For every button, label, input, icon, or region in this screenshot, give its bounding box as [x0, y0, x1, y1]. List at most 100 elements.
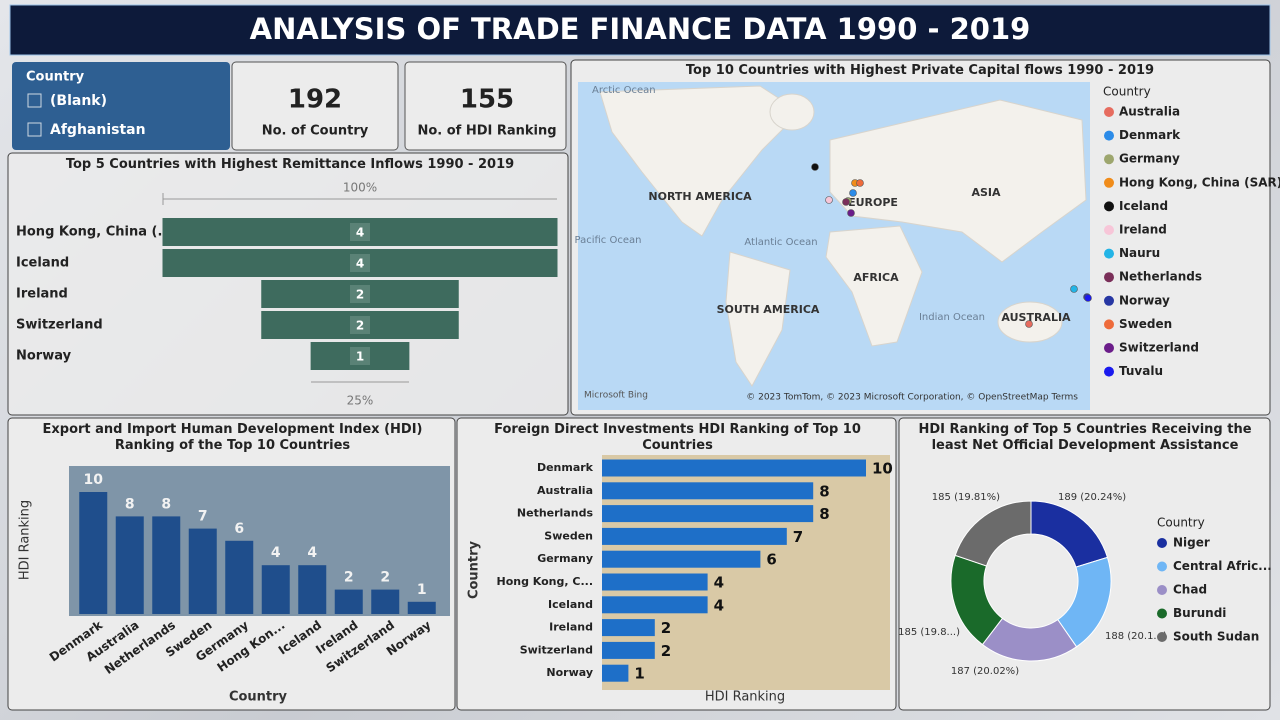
legend-label: Chad — [1173, 583, 1207, 597]
data-label: 4 — [714, 574, 724, 592]
y-tick-label: Switzerland — [520, 643, 593, 656]
legend-label: Norway — [1119, 293, 1170, 307]
funnel-bottom-label: 25% — [347, 394, 374, 408]
legend-label: Iceland — [1119, 199, 1168, 213]
legend-label: Niger — [1173, 536, 1210, 550]
data-label: 1 — [417, 582, 427, 598]
card-panel — [231, 61, 399, 151]
y-tick-label: Norway — [546, 666, 593, 679]
data-label-box — [350, 254, 370, 272]
legend-swatch — [1104, 201, 1114, 212]
chart-title: HDI Ranking of Top 5 Countries Receiving… — [918, 422, 1252, 453]
donut-slice — [954, 500, 1032, 567]
map-label: NORTH AMERICA — [648, 190, 752, 203]
bar — [602, 641, 655, 659]
map-point — [825, 196, 833, 204]
y-tick-label: Australia — [537, 484, 593, 497]
legend-swatch — [1157, 632, 1167, 642]
bar — [79, 492, 108, 614]
legend-swatch — [1104, 248, 1114, 259]
legend-swatch — [1104, 319, 1114, 330]
slicer-checkbox[interactable] — [27, 93, 42, 108]
data-label: 2 — [356, 319, 364, 333]
map-label: Arctic Ocean — [592, 85, 656, 96]
legend-label: Ireland — [1119, 223, 1167, 237]
card-value: 155 — [460, 85, 514, 115]
category-label: Iceland — [16, 256, 69, 271]
data-label: 8 — [161, 496, 171, 512]
bar — [602, 573, 708, 591]
bar — [602, 505, 814, 523]
data-label: 7 — [793, 528, 803, 546]
legend-swatch — [1104, 272, 1114, 283]
bar — [261, 565, 290, 614]
bar — [152, 516, 181, 614]
slicer-checkbox[interactable] — [27, 122, 42, 137]
data-label-box — [350, 285, 370, 303]
data-label: 8 — [819, 482, 829, 500]
data-label: 6 — [234, 521, 244, 537]
data-label: 2 — [661, 619, 671, 637]
data-label: 1 — [634, 665, 644, 683]
legend-title: Country — [1157, 516, 1205, 530]
data-label: 4 — [356, 226, 364, 240]
x-axis-title: Country — [229, 690, 288, 705]
data-label: 6 — [766, 551, 776, 569]
map-point — [842, 198, 850, 206]
legend-label: Germany — [1119, 152, 1180, 166]
slicer-item[interactable]: (Blank) — [50, 93, 107, 109]
bar — [602, 664, 629, 682]
y-axis-title: HDI Ranking — [18, 500, 33, 580]
legend-label: Tuvalu — [1119, 364, 1163, 378]
map-label: Atlantic Ocean — [744, 237, 817, 248]
legend-swatch — [1157, 585, 1167, 595]
category-label: Hong Kong, China (... — [16, 225, 172, 240]
bar — [334, 589, 363, 614]
map-label: ASIA — [971, 186, 1001, 199]
map-point — [856, 179, 864, 187]
bar — [602, 596, 708, 614]
legend-label: Netherlands — [1119, 270, 1202, 284]
data-label-box — [350, 316, 370, 334]
data-label-box — [350, 223, 370, 241]
legend-swatch — [1104, 366, 1114, 377]
y-tick-label: Iceland — [548, 598, 593, 611]
data-label: 185 (19.81%) — [932, 492, 1000, 503]
chart-title: Top 10 Countries with Highest Private Ca… — [685, 63, 1155, 78]
legend-label: South Sudan — [1173, 630, 1259, 644]
funnel-top-label: 100% — [343, 181, 377, 195]
category-label: Switzerland — [16, 318, 103, 333]
bar — [188, 528, 217, 614]
map-point — [811, 163, 819, 171]
bar — [407, 601, 436, 614]
card-label: No. of Country — [262, 124, 369, 139]
y-tick-label: Netherlands — [517, 507, 594, 520]
map-label: Pacific Ocean — [575, 235, 642, 246]
bar — [371, 589, 400, 614]
data-label: 10 — [84, 472, 104, 488]
legend-label: Central Afric... — [1173, 559, 1272, 573]
legend-label: Australia — [1119, 105, 1180, 119]
map-point — [1084, 294, 1092, 302]
legend-swatch — [1104, 343, 1114, 353]
legend-swatch — [1104, 154, 1114, 165]
card-value: 192 — [288, 85, 342, 115]
data-label: 4 — [271, 545, 281, 561]
map-label: AUSTRALIA — [1001, 311, 1071, 324]
bar — [225, 540, 254, 614]
bar — [602, 550, 761, 568]
slicer-panel — [12, 62, 230, 150]
legend-swatch — [1104, 225, 1114, 235]
data-label: 4 — [714, 596, 724, 614]
page-title: ANALYSIS OF TRADE FINANCE DATA 1990 - 20… — [250, 12, 1031, 46]
slicer-item[interactable]: Afghanistan — [50, 122, 146, 138]
x-axis-title: HDI Ranking — [705, 690, 785, 705]
data-label: 4 — [356, 257, 364, 271]
data-label: 188 (20.1...) — [1105, 631, 1167, 642]
y-axis-title: Country — [467, 540, 482, 599]
legend-swatch — [1104, 107, 1114, 117]
legend-swatch — [1104, 295, 1114, 306]
slicer-title: Country — [26, 70, 85, 85]
